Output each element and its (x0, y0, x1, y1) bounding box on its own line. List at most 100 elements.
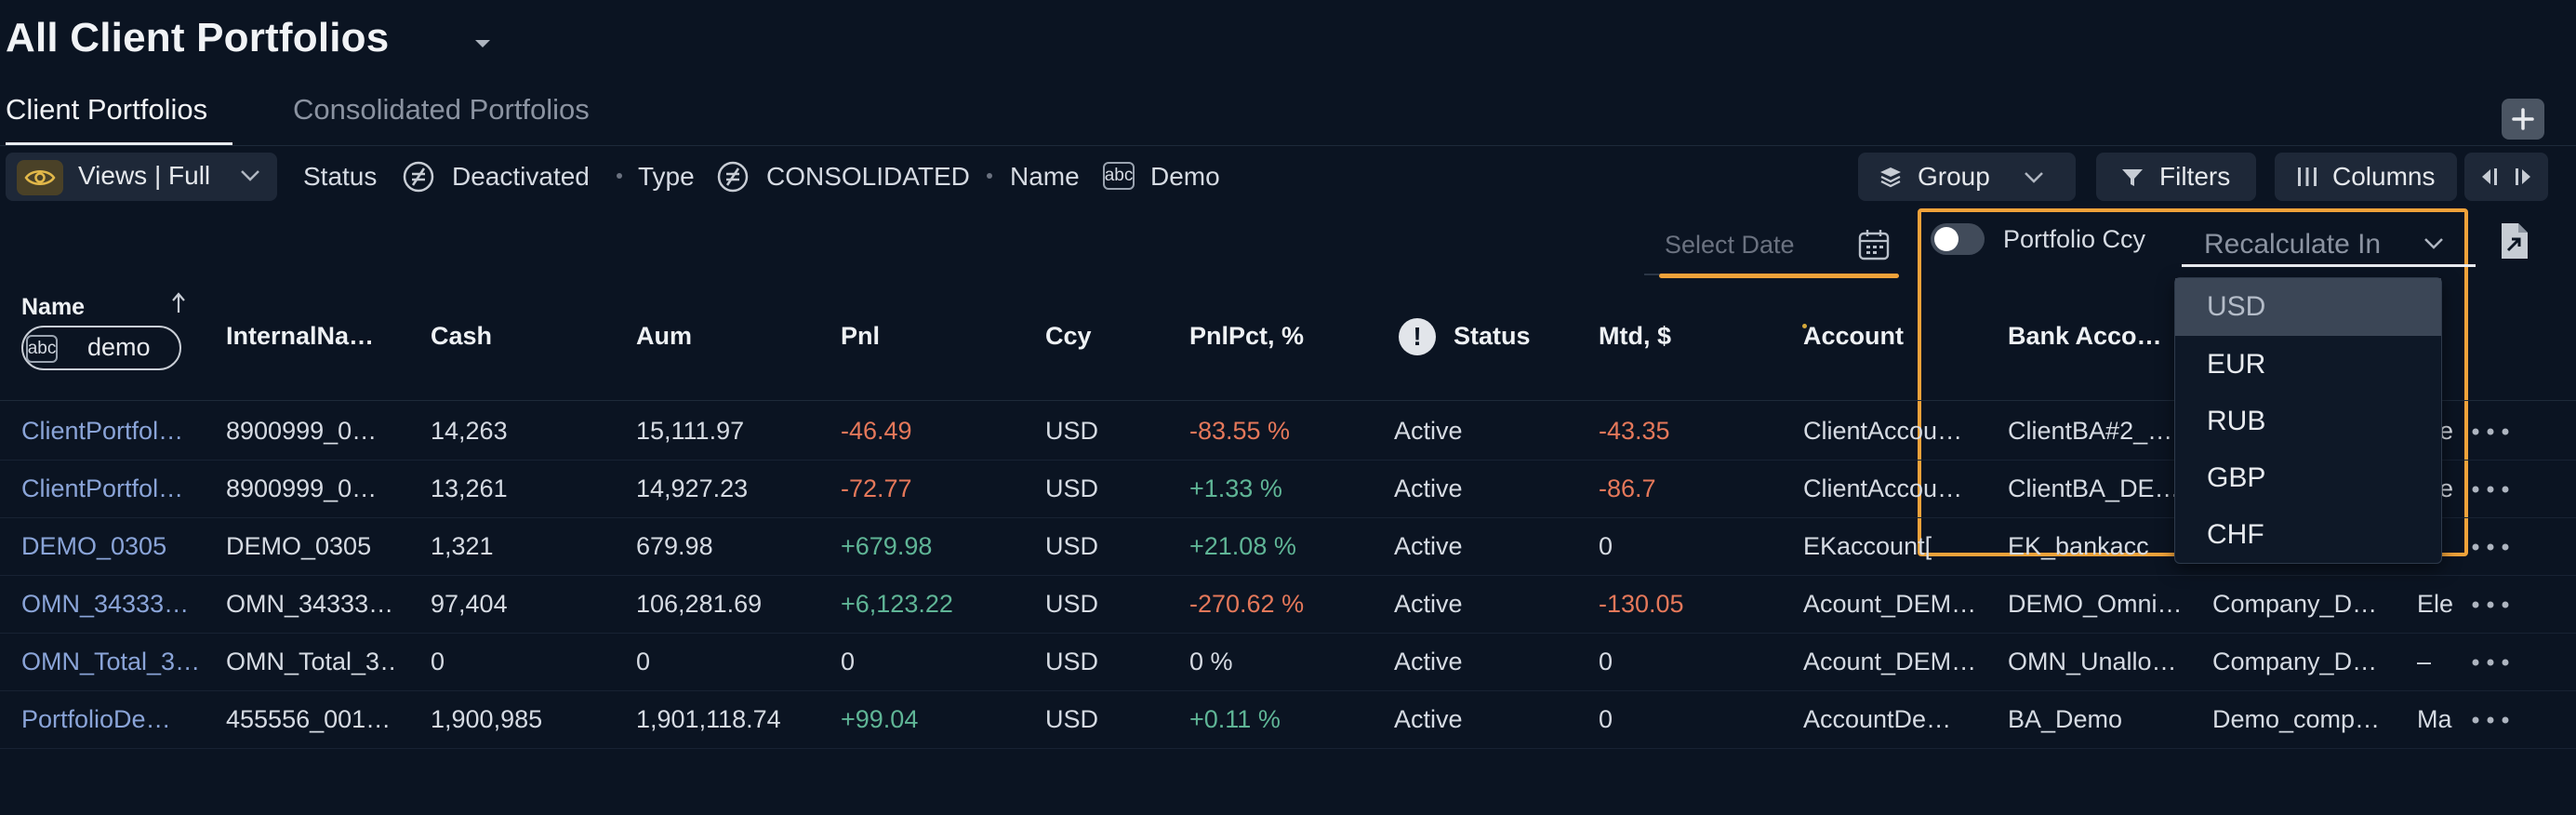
table-row[interactable]: PortfolioDe… 455556_001… 1,900,985 1,901… (0, 690, 2576, 749)
cell-ccy: USD (1045, 590, 1099, 618)
column-header-pnl-pct[interactable]: PnlPct, % (1189, 322, 1305, 350)
cell-name[interactable]: PortfolioDe… (21, 705, 171, 733)
cell-internal-name: 8900999_0… (226, 474, 378, 502)
type-filter-value[interactable]: CONSOLIDATED (766, 162, 970, 191)
cell-bank-account: ClientBA#2_… (2008, 417, 2173, 445)
more-options-icon[interactable] (2472, 543, 2509, 551)
table-row[interactable]: ClientPortfol… 8900999_0… 13,261 14,927.… (0, 460, 2576, 518)
column-header-name[interactable]: Name (21, 294, 86, 320)
date-highlight-underline (1659, 274, 1899, 278)
name-column-filter[interactable] (21, 326, 181, 370)
cell-pnl: +99.04 (841, 705, 919, 733)
column-header-cash[interactable]: Cash (431, 322, 493, 350)
currency-option-gbp[interactable]: GBP (2175, 449, 2441, 507)
portfolio-ccy-label: Portfolio Ccy (2003, 225, 2146, 253)
cell-internal-name: 455556_001… (226, 705, 392, 733)
text-contains-icon[interactable]: abc (1103, 162, 1135, 190)
column-header-aum[interactable]: Aum (636, 322, 692, 350)
columns-label: Columns (2332, 162, 2436, 191)
column-header-account[interactable]: Account (1803, 322, 1904, 350)
cell-account: Acount_DEM… (1803, 590, 1976, 618)
column-header-internal-name[interactable]: InternalNa… (226, 322, 375, 350)
table-row[interactable]: OMN_34333… OMN_34333… 97,404 106,281.69 … (0, 575, 2576, 634)
chevron-down-icon (2025, 172, 2043, 183)
currency-option-eur[interactable]: EUR (2175, 336, 2441, 394)
group-label: Group (1918, 162, 1990, 191)
cell-status: Active (1394, 417, 1463, 445)
more-options-icon[interactable] (2472, 716, 2509, 724)
cell-pnl-pct: -83.55 % (1189, 417, 1291, 445)
table-row[interactable]: DEMO_0305 DEMO_0305 1,321 679.98 +679.98… (0, 517, 2576, 576)
columns-icon (2298, 167, 2317, 186)
cell-cash: 0 (431, 648, 445, 675)
sort-ascending-icon[interactable] (171, 292, 186, 314)
cell-account: ClientAccou… (1803, 417, 1963, 445)
group-button[interactable]: Group (1858, 153, 2076, 201)
cell-bank-account: OMN_Unallo… (2008, 648, 2177, 675)
currency-option-label: RUB (2207, 406, 2266, 436)
name-filter-key: Name (1010, 162, 1080, 191)
calendar-icon[interactable] (1856, 227, 1892, 262)
cell-account: AccountDe… (1803, 705, 1952, 733)
cell-name[interactable]: ClientPortfol… (21, 474, 184, 502)
cell-cash: 1,900,985 (431, 705, 543, 733)
cell-internal-name: OMN_Total_3… (226, 648, 393, 675)
table-row[interactable]: OMN_Total_3… OMN_Total_3… 0 0 0 USD 0 % … (0, 633, 2576, 691)
cell-aum: 679.98 (636, 532, 713, 560)
more-options-icon[interactable] (2472, 428, 2509, 435)
views-label: Views | Full (78, 161, 211, 190)
date-picker-placeholder: Select Date (1665, 231, 1795, 259)
column-header-pnl[interactable]: Pnl (841, 322, 881, 350)
cell-name[interactable]: DEMO_0305 (21, 532, 167, 560)
cell-pnl-pct: +1.33 % (1189, 474, 1282, 502)
status-filter-value[interactable]: Deactivated (452, 162, 590, 191)
cell-status: Active (1394, 532, 1463, 560)
cell-cash: 1,321 (431, 532, 494, 560)
column-indicator-dot (1802, 324, 1807, 328)
column-header-ccy[interactable]: Ccy (1045, 322, 1092, 350)
cell-company: Company_D… (2212, 590, 2378, 618)
columns-button[interactable]: Columns (2275, 153, 2457, 201)
cell-status: Active (1394, 705, 1463, 733)
cell-ccy: USD (1045, 417, 1099, 445)
currency-option-usd[interactable]: USD (2175, 278, 2441, 336)
add-portfolio-button[interactable] (2502, 99, 2544, 140)
column-header-bank-account[interactable]: Bank Acco… (2008, 322, 2162, 350)
cell-extra: Ele (2417, 590, 2454, 618)
cell-cash: 13,261 (431, 474, 508, 502)
cell-pnl: +679.98 (841, 532, 933, 560)
cell-pnl: -72.77 (841, 474, 912, 502)
cell-extra: Ma (2417, 705, 2452, 733)
more-options-icon[interactable] (2472, 601, 2509, 608)
cell-name[interactable]: OMN_Total_3… (21, 648, 198, 675)
warning-icon: ! (1399, 318, 1436, 355)
filters-button[interactable]: Filters (2096, 153, 2256, 201)
more-options-icon[interactable] (2472, 486, 2509, 493)
not-equal-icon[interactable] (716, 160, 750, 194)
filter-separator (617, 173, 622, 179)
currency-option-rub[interactable]: RUB (2175, 393, 2441, 450)
tab-consolidated-portfolios[interactable]: Consolidated Portfolios (293, 93, 590, 126)
scroll-columns-button[interactable] (2464, 153, 2548, 201)
cell-name[interactable]: ClientPortfol… (21, 417, 184, 445)
not-equal-icon[interactable] (402, 160, 435, 194)
currency-option-label: USD (2207, 291, 2266, 322)
cell-internal-name: DEMO_0305 (226, 532, 372, 560)
chevron-down-icon (2422, 234, 2446, 251)
column-header-mtd[interactable]: Mtd, $ (1599, 322, 1671, 350)
column-header-status[interactable]: Status (1454, 322, 1531, 350)
name-filter-value[interactable]: Demo (1150, 162, 1220, 191)
table-row[interactable]: ClientPortfol… 8900999_0… 14,263 15,111.… (0, 402, 2576, 461)
cell-pnl-pct: 0 % (1189, 648, 1233, 675)
more-options-icon[interactable] (2472, 659, 2509, 666)
currency-option-chf[interactable]: CHF (2175, 506, 2441, 564)
cell-ccy: USD (1045, 532, 1099, 560)
export-icon[interactable] (2498, 221, 2530, 261)
scroll-arrows-icon (2482, 168, 2530, 185)
cell-name[interactable]: OMN_34333… (21, 590, 190, 618)
cell-aum: 15,111.97 (636, 417, 745, 445)
cell-cash: 14,263 (431, 417, 508, 445)
tab-client-portfolios[interactable]: Client Portfolios (6, 93, 208, 126)
recalculate-in-underline (2182, 264, 2476, 267)
title-dropdown-icon[interactable] (472, 37, 493, 50)
